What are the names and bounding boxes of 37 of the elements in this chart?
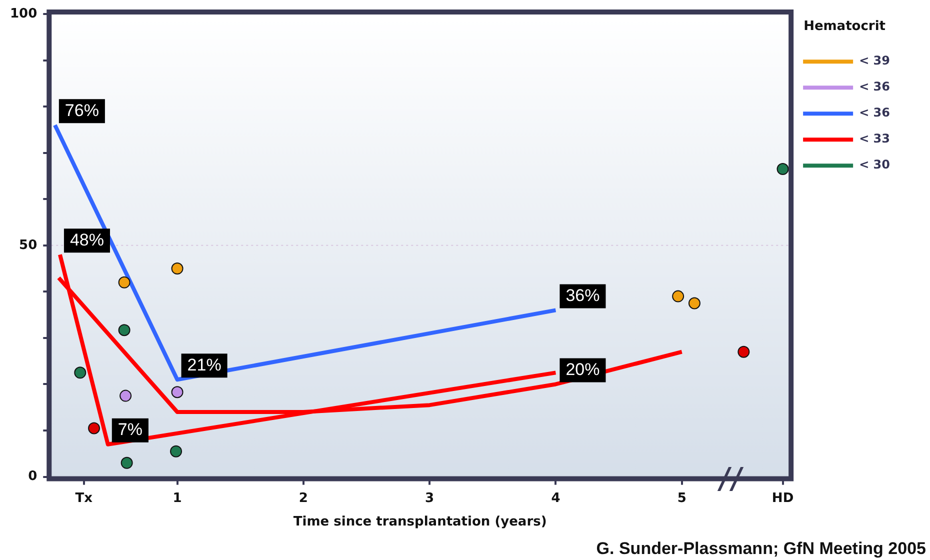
annotation: 36% xyxy=(566,286,600,305)
annotation: 48% xyxy=(70,230,104,250)
y-tick-label: 100 xyxy=(10,6,38,22)
point xyxy=(120,390,132,402)
legend-label: < 36 xyxy=(859,80,890,94)
point xyxy=(120,456,133,469)
legend-label: < 36 xyxy=(859,106,890,120)
point xyxy=(672,290,684,302)
point xyxy=(776,163,789,176)
legend-label: < 39 xyxy=(859,54,890,68)
y-tick-label: 0 xyxy=(28,469,38,484)
y-tick-label: 50 xyxy=(19,238,38,253)
x-tick-label: Tx xyxy=(75,490,94,506)
x-tick-label: 3 xyxy=(425,490,434,506)
point xyxy=(170,445,182,458)
point xyxy=(118,276,130,288)
text: G. Sunder-Plassmann; GfN Meeting 2005 xyxy=(596,539,926,558)
point xyxy=(171,386,184,398)
point xyxy=(738,346,750,358)
point xyxy=(118,324,130,336)
point xyxy=(688,297,700,310)
annotation: 21% xyxy=(187,355,222,374)
legend-label: < 30 xyxy=(859,158,890,172)
point xyxy=(171,262,184,275)
legend-label: < 33 xyxy=(859,132,890,146)
legend-title: Hematocrit xyxy=(804,18,886,34)
point xyxy=(88,422,100,434)
x-tick-label: 2 xyxy=(298,490,308,506)
annotation: 20% xyxy=(566,360,600,379)
annotation: 7% xyxy=(118,420,142,440)
annotation: 76% xyxy=(64,100,99,120)
point xyxy=(74,366,86,379)
x-tick-label: HD xyxy=(772,490,794,506)
x-tick-label: 5 xyxy=(677,490,686,506)
x-tick-label: 1 xyxy=(172,490,182,506)
x-tick-label: 4 xyxy=(551,490,560,506)
x-axis-title: Time since transplantation (years) xyxy=(293,514,547,530)
